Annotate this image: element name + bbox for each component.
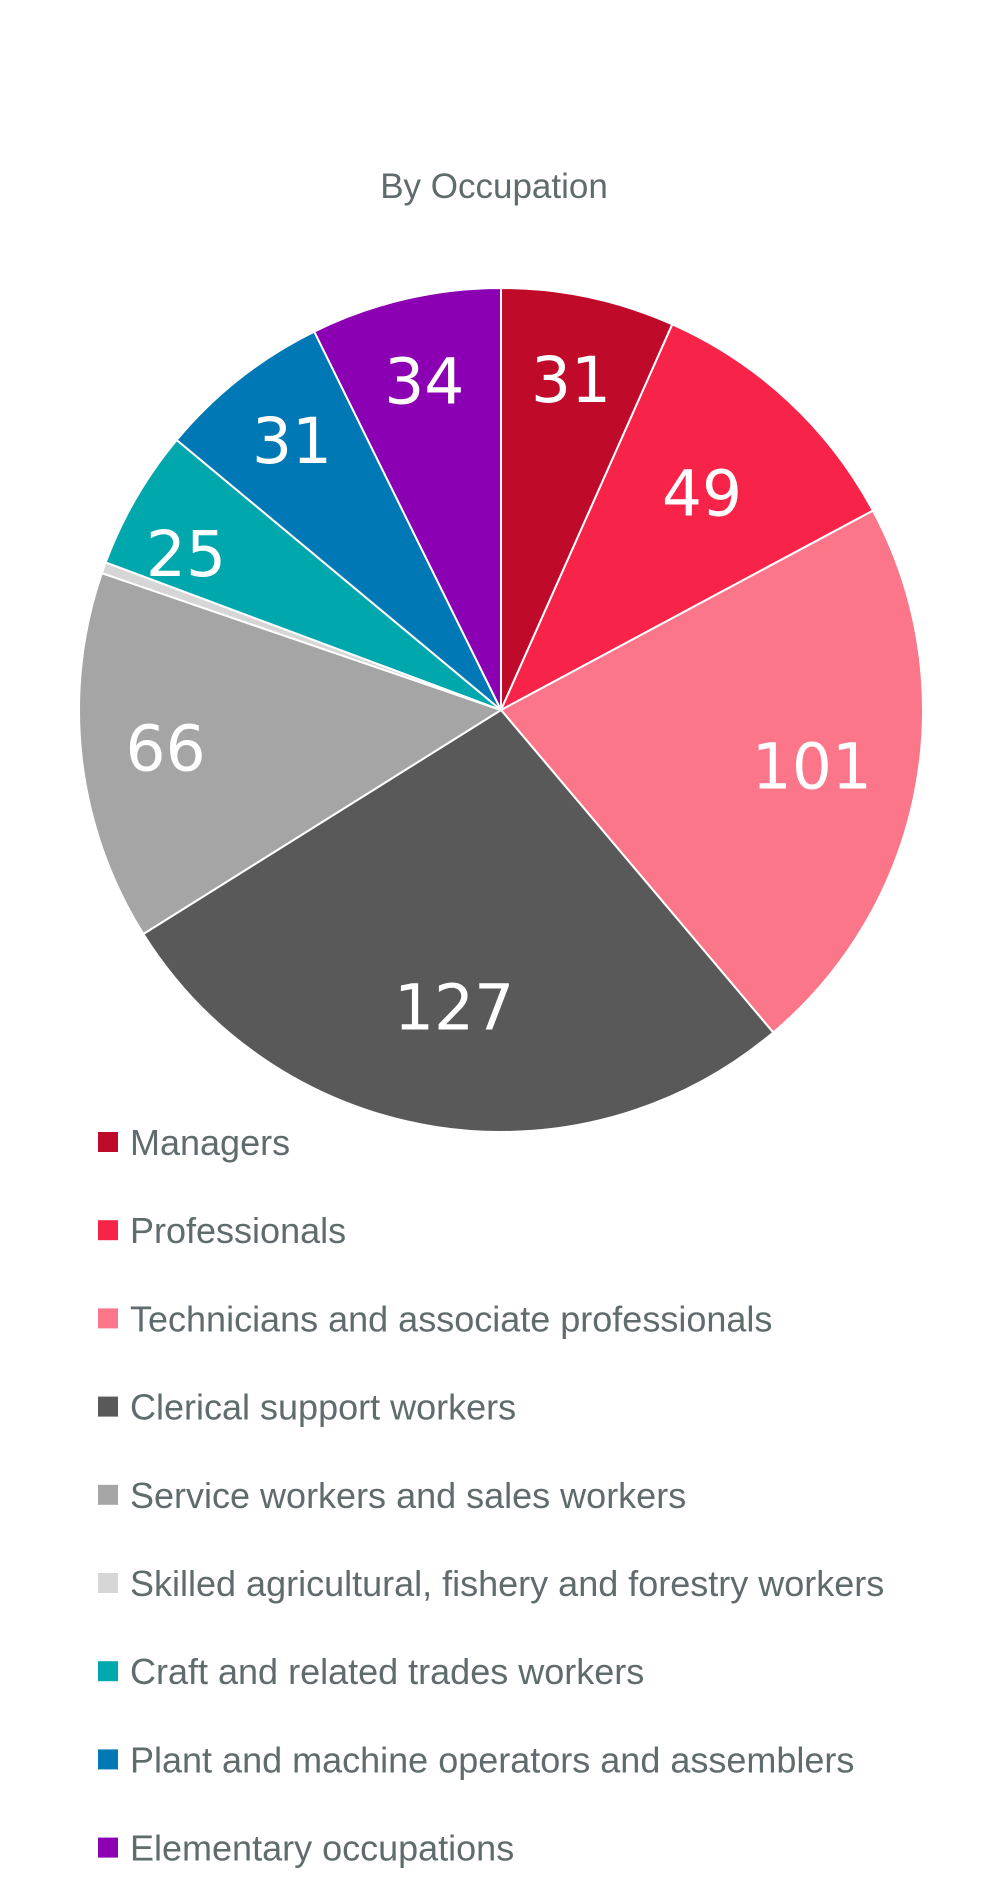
legend-item-plant-and-machine-operators-and-assemblers: Plant and machine operators and assemble… — [98, 1739, 854, 1780]
data-label-professionals: 49 — [662, 458, 742, 531]
pie-slice-professionals — [498, 323, 875, 713]
pie-slice-elementary-occupations — [312, 286, 502, 711]
chart-title: By Occupation — [380, 167, 608, 206]
pie-slices — [78, 286, 924, 1133]
legend-label: Managers — [130, 1122, 290, 1163]
data-label-clerical-support-workers: 127 — [394, 971, 514, 1044]
legend-item-clerical-support-workers: Clerical support workers — [98, 1387, 516, 1428]
data-label-plant-and-machine-operators-and-assemblers: 31 — [252, 405, 332, 478]
legend-swatch — [98, 1837, 118, 1858]
legend-swatch — [98, 1661, 118, 1682]
legend-label: Plant and machine operators and assemble… — [130, 1739, 854, 1780]
pie-slice-technicians-and-associate-professionals — [499, 509, 924, 1034]
pie-slice-clerical-support-workers — [141, 708, 775, 1133]
legend-label: Skilled agricultural, fishery and forest… — [130, 1563, 884, 1604]
legend-item-technicians-and-associate-professionals: Technicians and associate professionals — [98, 1298, 772, 1339]
legend-label: Craft and related trades workers — [130, 1651, 644, 1692]
pie-slice-labels: 31 49 101 127 66 2 25 31 34 — [60, 344, 872, 1045]
pie-slice-managers — [500, 286, 674, 711]
legend-swatch — [98, 1749, 118, 1770]
legend-swatch — [98, 1396, 118, 1417]
legend-item-elementary-occupations: Elementary occupations — [98, 1828, 514, 1869]
legend-item-skilled-agricultural-fishery-and-forestry-workers: Skilled agricultural, fishery and forest… — [98, 1563, 884, 1604]
data-label-craft-and-related-trades-workers: 25 — [146, 518, 226, 591]
legend-swatch — [98, 1484, 118, 1505]
data-label-skilled-agricultural-fishery-and-forestry-workers: 2 — [60, 507, 100, 580]
data-label-service-workers-and-sales-workers: 66 — [126, 713, 206, 786]
pie-slice-service-workers-and-sales-workers — [78, 571, 504, 936]
legend-label: Technicians and associate professionals — [130, 1298, 772, 1339]
legend-item-craft-and-related-trades-workers: Craft and related trades workers — [98, 1651, 644, 1692]
legend-label: Elementary occupations — [130, 1828, 514, 1869]
legend-label: Professionals — [130, 1210, 346, 1251]
legend-swatch — [98, 1308, 118, 1329]
legend-item-professionals: Professionals — [98, 1210, 346, 1251]
legend-swatch — [98, 1132, 118, 1152]
pie-slice-plant-and-machine-operators-and-assemblers — [175, 330, 502, 711]
legend-label: Service workers and sales workers — [130, 1475, 686, 1516]
data-label-managers: 31 — [531, 344, 611, 417]
legend-label: Clerical support workers — [130, 1387, 516, 1428]
data-label-elementary-occupations: 34 — [384, 345, 464, 418]
legend-swatch — [98, 1573, 118, 1593]
legend-swatch — [98, 1220, 118, 1241]
legend-item-managers: Managers — [98, 1122, 290, 1163]
legend: Managers Professionals Technicians and ass… — [98, 1122, 884, 1869]
legend-item-service-workers-and-sales-workers: Service workers and sales workers — [98, 1475, 686, 1516]
pie-slice-craft-and-related-trades-workers — [104, 438, 502, 711]
data-label-technicians-and-associate-professionals: 101 — [752, 731, 872, 804]
